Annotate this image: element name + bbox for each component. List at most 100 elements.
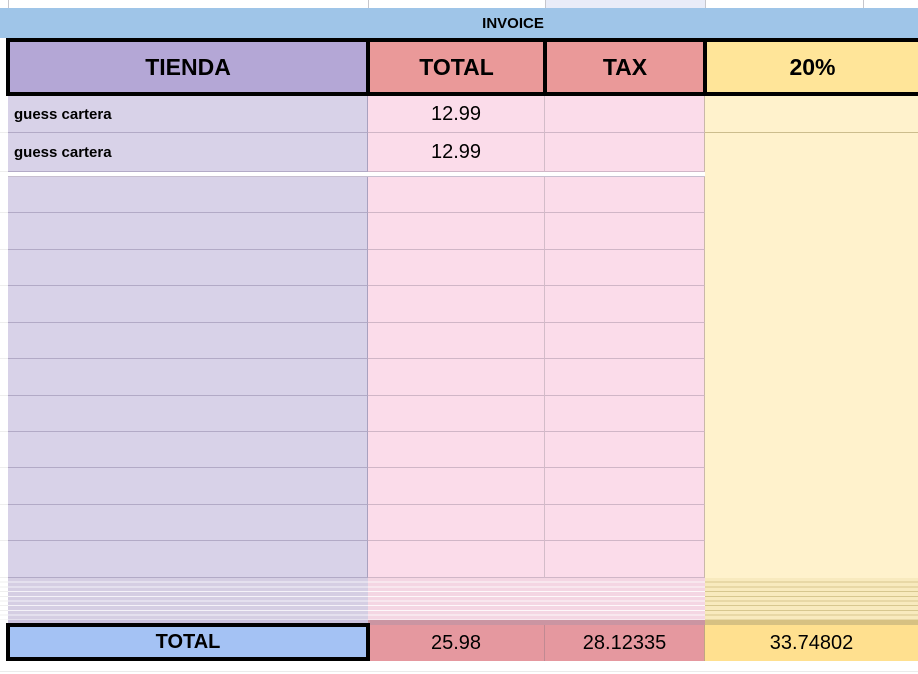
collapsed-cells-tax[interactable] [545,578,705,620]
cell-tax[interactable] [545,432,705,469]
hidden-row-gap [0,171,918,177]
cell-total[interactable]: 12.99 [368,133,545,172]
cell-20pct-merged[interactable] [705,213,918,250]
table-row [0,541,918,578]
cell-20pct-merged [705,171,918,177]
invoice-title-cell[interactable]: INVOICE [0,8,918,38]
summary-total-label-cell[interactable]: TOTAL [6,623,370,661]
cell-total[interactable] [368,359,545,396]
cell-tienda[interactable] [8,213,368,250]
cell-tienda[interactable] [8,541,368,578]
row-margin [0,322,8,360]
cell-tienda[interactable] [8,359,368,396]
column-gridline [368,0,369,8]
cell-total[interactable] [368,468,545,505]
summary-cell-20pct[interactable]: 33.74802 [705,625,918,661]
cell-tax[interactable] [545,395,705,433]
row-margin [0,249,8,287]
cell-tax[interactable] [545,286,705,323]
cell-total[interactable] [368,176,545,214]
cell-tax[interactable] [545,504,705,542]
cell-tienda[interactable]: guess cartera [8,133,368,172]
cell-tax[interactable] [545,359,705,396]
table-row [0,504,918,542]
header-cell-tienda[interactable]: TIENDA [10,42,370,92]
cell-20pct-merged[interactable] [705,468,918,505]
row-margin [0,395,8,433]
cell-total[interactable] [368,249,545,287]
cell-total[interactable]: 12.99 [368,96,545,134]
cell-total[interactable] [368,432,545,469]
cell-tax[interactable] [545,468,705,505]
row-margin [0,468,8,505]
collapsed-cells-tienda[interactable] [8,578,368,620]
store-name: guess cartera [14,105,112,123]
header-cell-20pct[interactable]: 20% [707,42,918,92]
cell-20pct-merged[interactable] [705,432,918,469]
cell-tax[interactable] [545,541,705,578]
header-label-tax: TAX [602,53,648,80]
cell-tax[interactable] [545,96,705,134]
cell-total[interactable] [368,541,545,578]
cell-tienda[interactable] [8,176,368,214]
row-margin [0,133,8,172]
row-margin [0,213,8,250]
row-margin [0,432,8,469]
cell-total[interactable] [368,395,545,433]
invoice-title: INVOICE [482,14,544,32]
cell-total[interactable] [368,322,545,360]
cell-total[interactable] [368,286,545,323]
hidden-row-band [8,171,705,177]
summary-cell-tax[interactable]: 28.12335 [545,625,705,661]
column-gridline [545,0,546,8]
table-row [0,359,918,396]
summary-row: 25.98 28.12335 33.74802 [368,625,918,661]
cell-20pct-merged[interactable] [705,176,918,214]
row-margin [0,176,8,214]
table-row [0,395,918,433]
collapsed-cells-20pct[interactable] [705,578,918,620]
dark-edge-tax [545,620,705,625]
cell-20pct-merged[interactable] [705,133,918,172]
cell-tax[interactable] [545,249,705,287]
cell-tax[interactable] [545,133,705,172]
cell-20pct-merged[interactable] [705,541,918,578]
table-row [0,249,918,287]
cell-20pct-merged[interactable] [705,504,918,542]
total-value: 12.99 [430,140,482,163]
cell-tienda[interactable] [8,286,368,323]
row-margin [0,96,8,134]
cell-tax[interactable] [545,322,705,360]
cell-20pct-merged[interactable] [705,359,918,396]
cell-tienda[interactable] [8,468,368,505]
cell-20pct-merged[interactable] [705,395,918,433]
cell-tienda[interactable] [8,249,368,287]
cell-tienda[interactable] [8,432,368,469]
cell-20pct[interactable] [705,96,918,134]
cell-total[interactable] [368,504,545,542]
column-gridline [8,0,9,8]
cell-tienda[interactable] [8,322,368,360]
cell-tax[interactable] [545,176,705,214]
table-row: guess cartera 12.99 [0,96,918,134]
cell-20pct-merged[interactable] [705,322,918,360]
row-gridline [0,671,918,672]
cell-tax[interactable] [545,213,705,250]
cell-tienda[interactable] [8,395,368,433]
cell-total[interactable] [368,213,545,250]
table-row [0,322,918,360]
cell-tienda[interactable]: guess cartera [8,96,368,134]
cell-20pct-merged[interactable] [705,249,918,287]
collapsed-rows-dark-edge [0,620,918,625]
table-row [0,432,918,469]
dark-edge-tienda [8,620,368,625]
collapsed-cells-total[interactable] [368,578,545,620]
top-margin-highlight-cell[interactable] [545,0,705,8]
cell-20pct-merged[interactable] [705,286,918,323]
summary-total-label: TOTAL [155,630,221,653]
summary-cell-total[interactable]: 25.98 [368,625,545,661]
header-cell-tax[interactable]: TAX [547,42,707,92]
header-cell-total[interactable]: TOTAL [370,42,547,92]
summary-total-value: 25.98 [430,631,482,654]
cell-tienda[interactable] [8,504,368,542]
